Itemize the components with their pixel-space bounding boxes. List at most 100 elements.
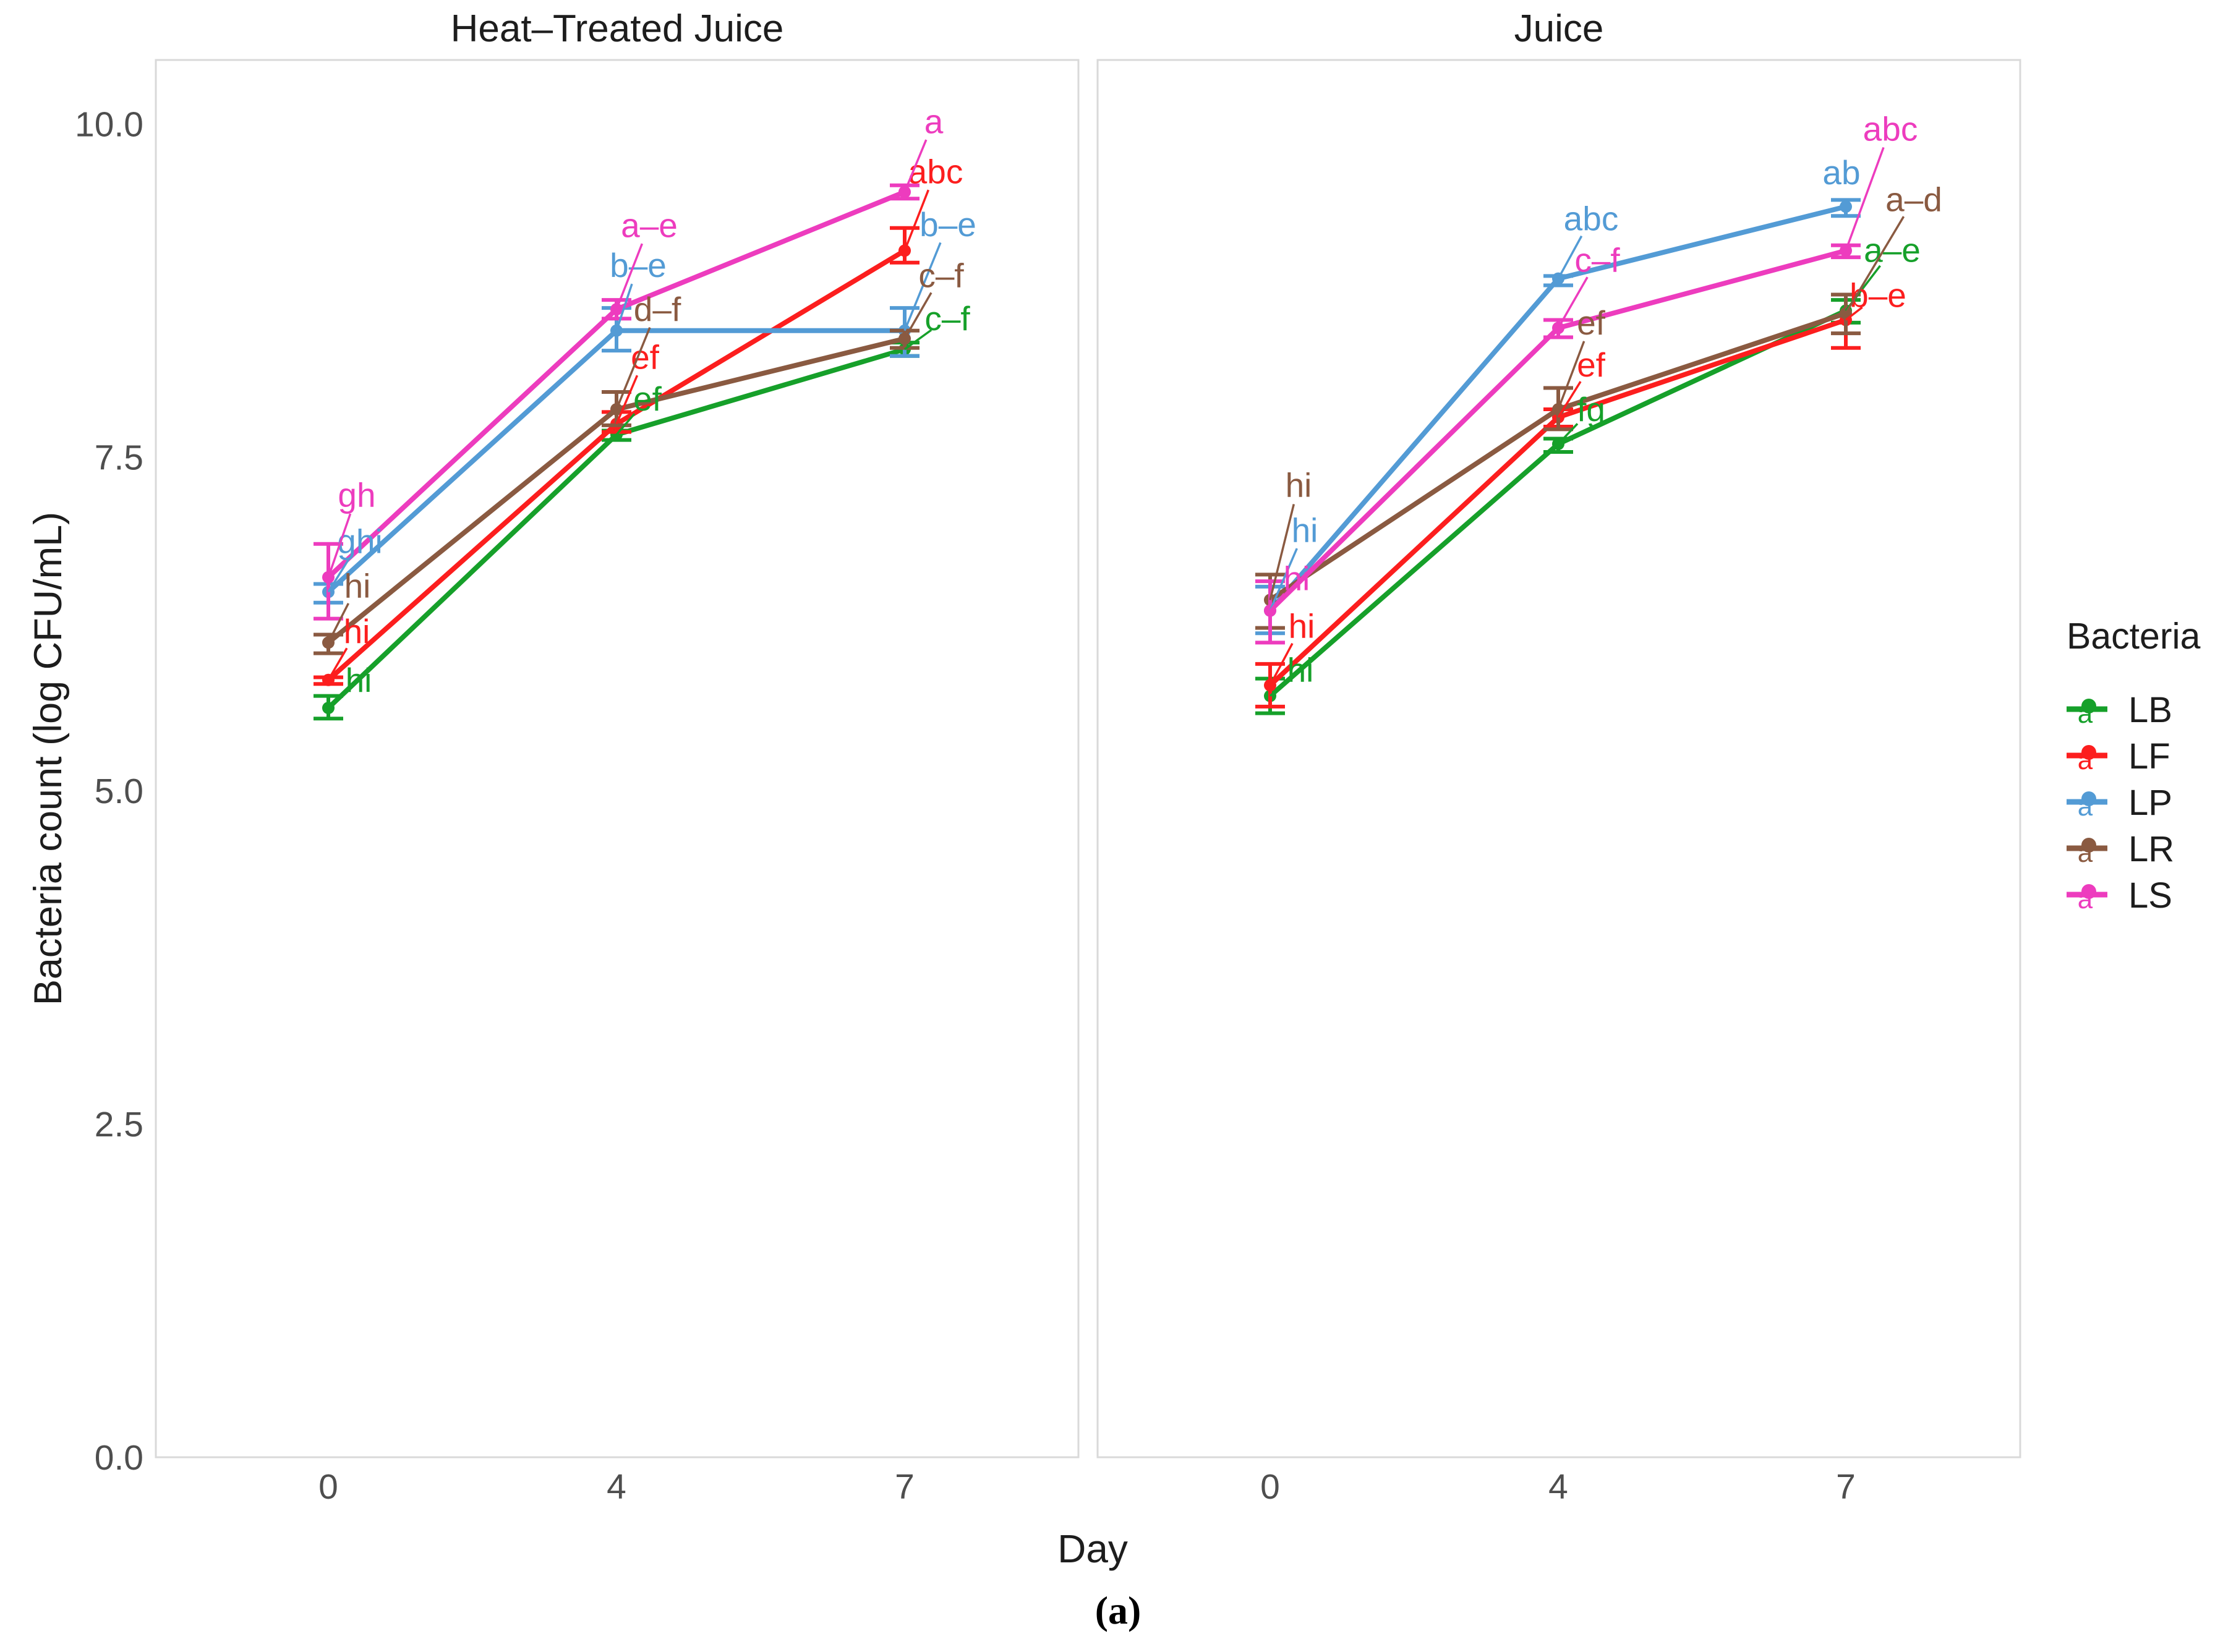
legend-key-icon-LF: a (2067, 745, 2107, 775)
legend-key-letter-LS: a (2078, 884, 2093, 914)
sig-label-leader-LP-f0-d0 (327, 557, 351, 593)
sig-label-LP-f1-d7: ab (1822, 153, 1860, 192)
legend-label-LP: LP (2128, 783, 2172, 823)
legend-key-point-LB (2081, 699, 2096, 713)
panel-border-1 (1096, 59, 2021, 1458)
sig-label-leader-LF-f1-d7 (1845, 306, 1863, 321)
sig-label-LB-f0-d4: ef (633, 380, 662, 418)
sig-label-LF-f1-d7: b–e (1850, 276, 1906, 315)
sig-label-leader-LB-f1-d4 (1557, 423, 1579, 445)
panel-border-0 (155, 59, 1080, 1458)
figure-caption: (a) (1095, 1588, 1141, 1632)
sig-label-leader-LB-f0-d0 (327, 692, 345, 709)
sig-label-leader-LP-f1-d4 (1557, 235, 1583, 279)
sig-label-LS-f1-d4: c–f (1574, 241, 1620, 279)
sig-label-leader-LP-f0-d7 (903, 242, 942, 331)
sig-label-LP-f0-d7: b–e (920, 205, 976, 244)
legend-item-LR: a LR (2064, 826, 2236, 872)
sig-label-leader-LS-f1-d4 (1557, 276, 1589, 329)
y-tick-label-5.0: 5.0 (95, 772, 143, 811)
sig-label-LP-f1-d4: abc (1564, 200, 1619, 238)
sig-label-LR-f0-d4: d–f (634, 290, 681, 328)
y-tick-label-0.0: 0.0 (95, 1438, 143, 1478)
sig-label-leader-LF-f1-d4 (1557, 381, 1582, 418)
sig-label-LR-f0-d7: c–f (918, 257, 964, 295)
x-tick-label-panel0-4: 4 (607, 1467, 626, 1507)
sig-label-leader-LR-f1-d7 (1845, 216, 1905, 314)
legend-label-LR: LR (2128, 829, 2175, 869)
sig-label-LS-f0-d4: a–e (621, 206, 678, 244)
sig-label-leader-LF-f0-d0 (327, 647, 348, 681)
legend-key-icon-LB: a (2067, 699, 2107, 729)
series-line-LP-f0 (326, 328, 905, 594)
sig-label-leader-LS-f1-d0 (1269, 593, 1285, 611)
facet-title-juice: Juice (1514, 7, 1604, 50)
sig-label-LB-f1-d4: fg (1577, 390, 1605, 428)
sig-label-leader-LR-f0-d0 (327, 603, 350, 644)
sig-label-LP-f0-d0: ghi (337, 522, 382, 560)
sig-label-LF-f0-d4: ef (631, 338, 660, 377)
sig-label-leader-LR-f0-d7 (903, 292, 932, 339)
y-tick-label-2.5: 2.5 (95, 1105, 143, 1144)
legend: Bacteria a LB a LF a LP a LR a LS (2064, 615, 2236, 919)
sig-label-LB-f0-d7: c–f (924, 299, 970, 338)
sig-label-LF-f0-d0: hi (344, 612, 370, 650)
y-tick-label-10.0: 10.0 (75, 105, 143, 145)
sig-label-LP-f1-d0: hi (1292, 511, 1318, 550)
legend-key-point-LP (2081, 791, 2096, 806)
legend-key-letter-LP: a (2078, 791, 2093, 822)
sig-label-leader-LR-f1-d4 (1557, 341, 1585, 410)
sig-label-leader-LB-f0-d4 (615, 413, 636, 436)
legend-key-point-LF (2081, 745, 2096, 760)
legend-key-point-LS (2081, 884, 2096, 899)
x-tick-label-panel1-0: 0 (1260, 1467, 1280, 1507)
sig-label-LR-f1-d7: a–d (1885, 181, 1942, 219)
series-line-LB-f1 (1268, 308, 1847, 698)
series-line-LR-f0 (326, 336, 905, 645)
legend-key-icon-LP: a (2067, 791, 2107, 822)
legend-entries: a LB a LF a LP a LR a LS (2064, 687, 2236, 919)
legend-key-letter-LB: a (2078, 699, 2093, 729)
sig-label-LF-f1-d4: ef (1577, 346, 1606, 384)
sig-label-LB-f0-d0: hi (346, 661, 372, 699)
legend-key-letter-LF: a (2078, 745, 2093, 775)
sig-label-LS-f1-d7: abc (1863, 109, 1918, 148)
sig-label-LF-f0-d7: abc (908, 152, 963, 190)
y-tick-label-7.5: 7.5 (95, 438, 143, 478)
legend-title: Bacteria (2067, 616, 2201, 657)
legend-item-LP: a LP (2064, 780, 2236, 826)
facet-title-heat-treated-juice: Heat–Treated Juice (450, 7, 784, 50)
sig-label-leader-LP-f0-d4 (615, 283, 633, 331)
legend-label-LS: LS (2128, 875, 2172, 916)
legend-item-LF: a LF (2064, 733, 2236, 780)
sig-label-LR-f1-d0: hi (1286, 466, 1312, 504)
sig-label-leader-LF-f0-d4 (615, 375, 639, 425)
series-line-LF-f1 (1268, 317, 1847, 688)
sig-label-LR-f1-d4: ef (1577, 304, 1606, 342)
sig-label-LB-f1-d0: hi (1287, 651, 1314, 689)
x-tick-label-panel0-7: 7 (895, 1467, 915, 1507)
sig-label-LS-f0-d0: gh (338, 476, 375, 514)
sig-label-leader-LS-f0-d0 (327, 513, 352, 578)
x-tick-label-panel1-7: 7 (1836, 1467, 1856, 1507)
sig-label-LR-f0-d0: hi (344, 566, 371, 605)
sig-label-leader-LS-f1-d7 (1845, 147, 1885, 251)
legend-key-point-LR (2081, 838, 2096, 853)
series-line-LR-f1 (1268, 310, 1847, 602)
legend-key-letter-LR: a (2078, 838, 2093, 868)
sig-label-LS-f0-d7: a (924, 102, 944, 140)
legend-item-LS: a LS (2064, 872, 2236, 919)
legend-key-icon-LS: a (2067, 884, 2107, 914)
x-tick-label-panel0-0: 0 (318, 1467, 338, 1507)
legend-label-LB: LB (2128, 690, 2172, 730)
sig-label-leader-LR-f0-d4 (615, 326, 651, 410)
sig-label-leader-LF-f0-d7 (903, 189, 929, 252)
sig-label-leader-LB-f1-d0 (1269, 682, 1286, 697)
sig-label-leader-LS-f0-d4 (615, 243, 644, 310)
legend-key-icon-LR: a (2067, 838, 2107, 868)
sig-label-LF-f1-d0: hi (1289, 607, 1315, 645)
sig-label-leader-LS-f0-d7 (903, 139, 928, 193)
series-point-LP-f1-d7 (1840, 200, 1852, 213)
